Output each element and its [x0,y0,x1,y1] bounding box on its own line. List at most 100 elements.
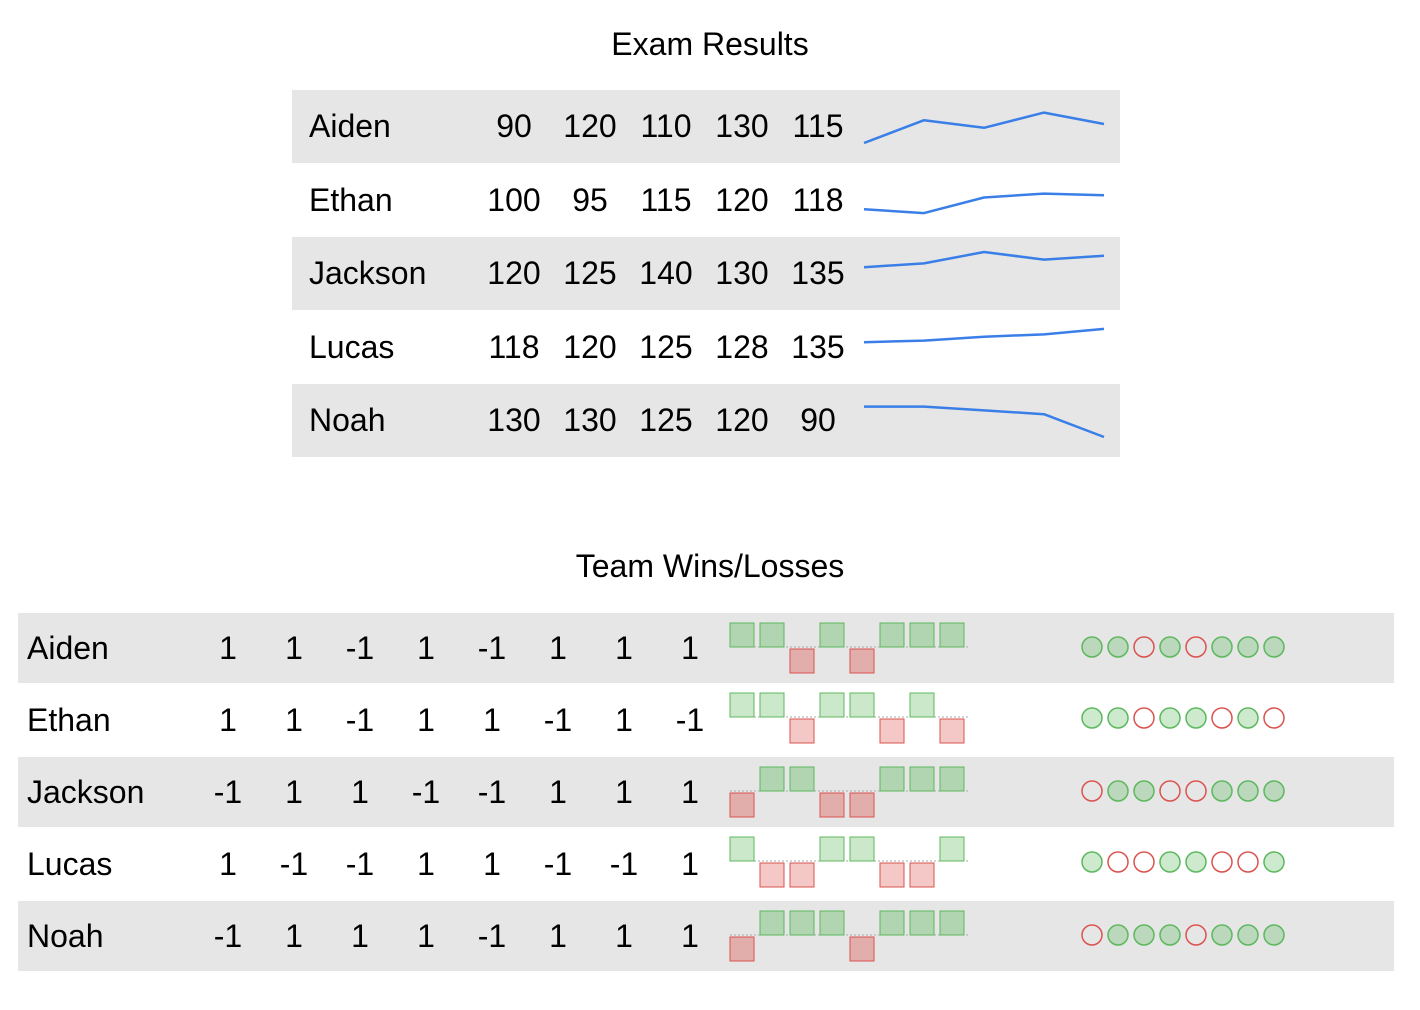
result-cell: -1 [213,917,243,954]
loss-bar [789,862,815,888]
sparkline-line [863,111,1105,145]
score-cell: 140 [639,255,693,291]
loss-dot [1107,851,1129,873]
win-bar [939,910,965,936]
result-cell: 1 [285,917,303,954]
score-cell: 115 [792,108,844,144]
result-cell: 1 [615,917,633,954]
win-dot [1081,636,1103,658]
score-cell: 118 [792,181,844,218]
win-bar [789,910,815,936]
row-name: Aiden [27,629,109,666]
loss-dot [1081,780,1103,802]
win-dot [1211,780,1233,802]
score-cell: 130 [715,255,769,291]
win-dot [1159,924,1181,946]
result-cell: 1 [417,701,435,738]
score-cell: 135 [791,255,845,291]
win-bar [759,692,785,718]
win-bar [789,766,815,792]
row-name: Aiden [309,108,391,144]
win-bar [819,910,845,936]
result-cell: -1 [543,845,573,882]
loss-bar [789,718,815,744]
loss-dot [1159,780,1181,802]
table-row: Jackson -1 1 1 -1 -1 1 1 1 [18,757,1394,827]
win-dot [1237,924,1259,946]
win-loss-sparkline [729,766,968,818]
win-dot [1185,707,1207,729]
result-cell: -1 [411,773,441,810]
loss-dot [1133,851,1155,873]
win-loss-dots [1081,924,1285,946]
table-row: Noah -1 1 1 1 -1 1 1 1 [18,901,1394,971]
win-bar [729,836,755,862]
score-cell: 120 [487,255,541,291]
result-cell: 1 [615,701,633,738]
loss-bar [729,792,755,818]
win-loss-sparkline [729,910,968,962]
exam-results-table: Aiden 90 120 110 130 115 Ethan 100 95 115 120 118 Ja… [292,90,1120,457]
score-sparkline [863,327,1105,344]
loss-dot [1237,851,1259,873]
loss-bar [819,792,845,818]
row-name: Jackson [27,773,145,810]
row-name: Noah [309,402,386,438]
win-dot [1185,851,1207,873]
loss-dot [1263,707,1285,729]
result-cell: 1 [549,773,567,810]
win-dot [1107,636,1129,658]
win-loss-sparkline [729,622,968,674]
win-bar [759,766,785,792]
loss-dot [1185,636,1207,658]
score-sparkline [864,405,1105,439]
win-dot [1237,780,1259,802]
result-cell: 1 [219,701,237,738]
score-cell: 90 [800,402,836,438]
result-cell: 1 [285,701,303,738]
loss-bar [849,648,875,674]
win-bar [879,622,905,648]
score-cell: 118 [488,328,540,365]
score-cell: 95 [572,181,608,218]
result-cell: 1 [417,845,435,882]
win-dot [1107,780,1129,802]
loss-bar [879,718,905,744]
score-sparkline [863,192,1105,215]
win-dot [1081,851,1103,873]
result-cell: 1 [417,629,435,666]
win-bar [909,910,935,936]
win-bar [909,766,935,792]
result-cell: 1 [285,773,303,810]
result-cell: -1 [213,773,243,810]
result-cell: -1 [609,845,639,882]
result-cell: -1 [477,773,507,810]
win-bar [819,836,845,862]
score-cell: 130 [563,402,617,438]
table-row: Lucas 118 120 125 128 135 [292,310,1120,384]
win-loss-dots [1081,780,1285,802]
win-dot [1159,707,1181,729]
result-cell: 1 [351,773,369,810]
win-dot [1211,636,1233,658]
win-dot [1263,636,1285,658]
win-dot [1263,924,1285,946]
result-cell: -1 [477,917,507,954]
loss-bar [849,792,875,818]
result-cell: 1 [483,845,501,882]
table-row: Jackson 120 125 140 130 135 [292,237,1120,310]
table-row: Aiden 90 120 110 130 115 [292,90,1120,163]
score-cell: 115 [640,181,692,218]
loss-dot [1133,636,1155,658]
result-cell: 1 [681,773,699,810]
win-dot [1081,707,1103,729]
win-bar [939,622,965,648]
row-name: Jackson [309,255,427,291]
win-bar [939,766,965,792]
loss-bar [759,862,785,888]
win-bar [909,692,935,718]
win-dot [1107,924,1129,946]
result-cell: 1 [285,629,303,666]
score-cell: 125 [639,402,693,438]
win-dot [1237,707,1259,729]
